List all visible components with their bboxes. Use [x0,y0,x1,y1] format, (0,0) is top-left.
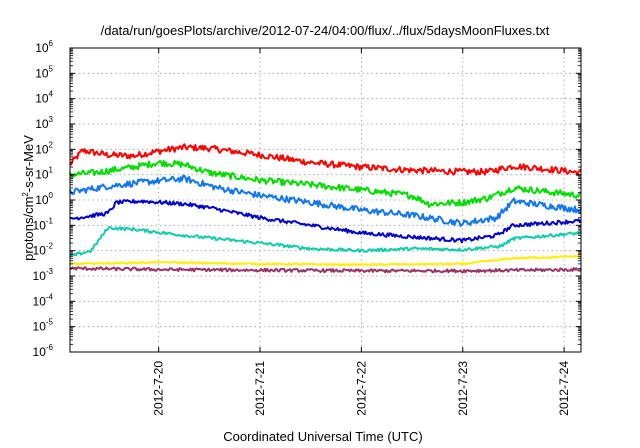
series-line-4 [69,198,582,244]
y-tick-label: 106 [35,39,53,55]
grid [70,48,581,352]
y-tick-exponent: -2 [46,242,54,251]
y-tick-exponent: 5 [49,64,54,73]
svg-text:protons/cm2-s-sr-MeV: protons/cm2-s-sr-MeV [21,135,36,261]
y-axis-label-prefix: protons/cm [21,197,36,261]
y-tick-label: 10-4 [33,292,54,308]
y-tick-label: 10-2 [33,242,54,258]
y-axis-label-superscript: 2 [21,192,30,197]
y-tick-label: 100 [35,191,53,207]
y-axis-label: protons/cm2-s-sr-MeV [21,135,36,261]
series-line-1 [69,143,582,177]
y-tick-exponent: -3 [46,267,54,276]
series-line-6 [69,254,582,267]
x-tick-label: 2012-7-22 [354,361,368,416]
x-tick-label: 2012-7-23 [456,361,470,416]
y-tick-exponent: 6 [49,39,54,48]
y-tick-label: 104 [35,90,53,106]
series-line-7 [69,266,582,274]
series-line-2 [69,159,582,208]
y-tick-exponent: -4 [46,292,54,301]
y-tick-label: 10-1 [33,216,54,232]
y-tick-label: 105 [35,64,53,80]
y-tick-exponent: 4 [49,90,54,99]
y-axis-label-suffix: -s-sr-MeV [21,135,36,192]
y-axis: 10-610-510-410-310-210-11001011021031041… [33,39,581,359]
y-tick-label: 102 [35,140,53,156]
y-tick-exponent: -1 [46,216,54,225]
y-tick-exponent: 3 [49,115,54,124]
x-axis: 2012-7-20 2012-7-21 2012-7-22 2012-7-23 2012… [152,48,571,416]
y-tick-exponent: 0 [49,191,54,200]
x-axis-label: Coordinated Universal Time (UTC) [223,429,422,444]
y-tick-exponent: 2 [49,140,54,149]
x-tick-label: 2012-7-21 [253,361,267,416]
y-tick-label: 10-6 [33,343,54,359]
y-tick-label: 10-5 [33,318,54,334]
y-tick-exponent: -6 [46,343,54,352]
series-layer [69,143,582,274]
chart-title: /data/run/goesPlots/archive/2012-07-24/0… [101,23,550,38]
x-tick-label: 2012-7-24 [557,361,571,416]
y-tick-label: 103 [35,115,53,131]
x-tick-label: 2012-7-20 [152,361,166,416]
y-tick-label: 101 [35,166,53,182]
series-line-5 [69,226,582,257]
y-tick-label: 10-3 [33,267,54,283]
series-line-3 [69,174,582,228]
y-tick-exponent: 1 [49,166,54,175]
y-tick-exponent: -5 [46,318,54,327]
